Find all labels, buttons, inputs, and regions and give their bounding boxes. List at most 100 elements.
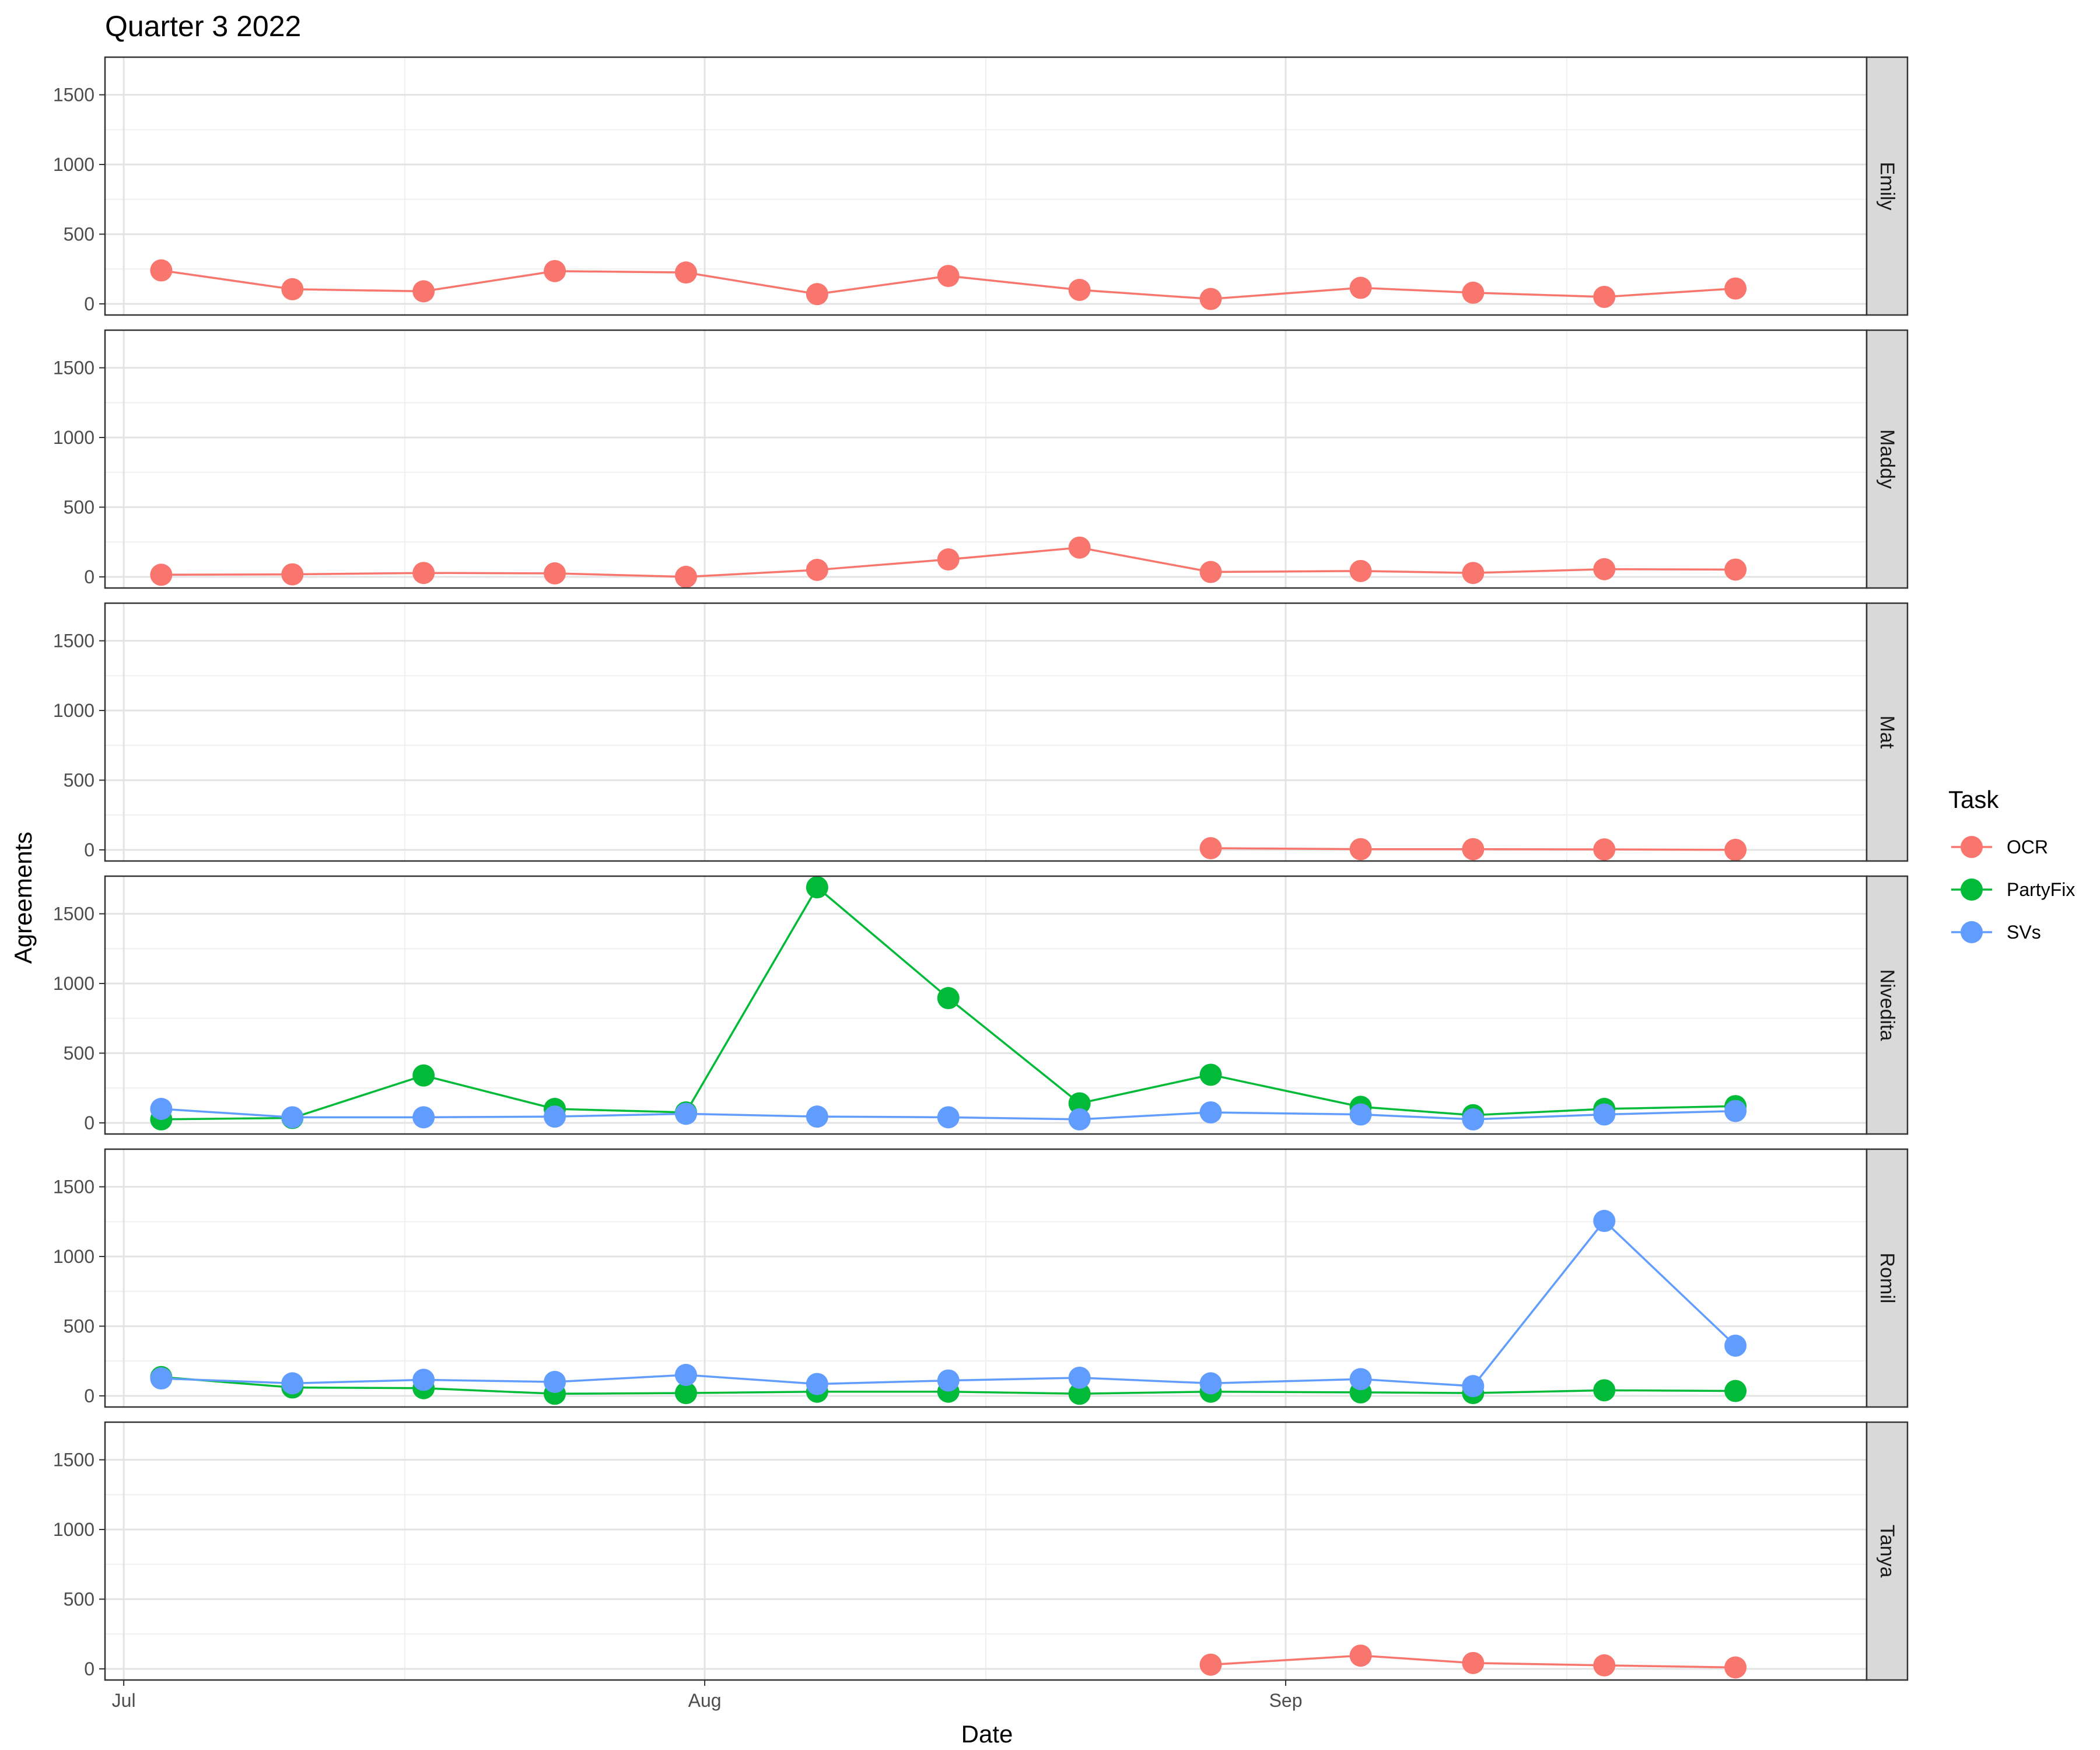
data-point [937,1106,960,1129]
data-point [544,260,566,282]
data-point [674,261,697,284]
series-ocr [1199,1644,1747,1679]
data-point [1199,1653,1222,1676]
data-point [1199,1372,1222,1395]
data-point [1199,1101,1222,1124]
y-tick-label: 1000 [53,154,94,175]
data-point [674,1364,697,1387]
data-point [412,1368,435,1391]
data-point [1349,1644,1372,1667]
data-point [544,562,566,584]
series-svs [150,1210,1747,1398]
y-tick-label: 1000 [53,427,94,448]
data-point [544,1105,566,1128]
x-axis-title: Date [961,1720,1013,1748]
panel-emily: 0 500 1000 1500 Emily [53,56,1909,316]
data-point [1199,288,1222,310]
y-tick-label: 1500 [53,85,94,106]
data-point [1593,1379,1616,1402]
data-point [1724,1334,1747,1357]
facet-label: Nivedita [1876,970,1898,1041]
data-point [1462,838,1485,860]
data-point [1593,1210,1616,1233]
y-tick-label: 1500 [53,904,94,925]
y-axis-title: Agreements [9,832,37,964]
legend-entry-ocr: OCR [1951,836,2048,858]
data-point [1068,1108,1091,1130]
y-tick-label: 0 [84,1658,94,1679]
legend-entry-partyfix: PartyFix [1951,878,2075,901]
data-point [1593,838,1616,861]
data-point [1349,838,1372,860]
data-point [937,265,960,288]
data-point [1462,1375,1485,1398]
y-tick-label: 1000 [53,1519,94,1540]
facet-strip [1866,329,1909,589]
data-point [412,562,435,584]
data-point [281,563,304,586]
data-point [544,1370,566,1393]
legend-key-point [1961,836,1983,858]
data-point [150,259,173,282]
facet-strip [1866,56,1909,316]
facet-strip [1866,1148,1909,1408]
y-tick-label: 1000 [53,700,94,721]
data-point [1593,558,1616,580]
data-point [150,564,173,586]
data-point [150,1367,173,1390]
data-point [1593,1103,1616,1126]
y-tick-label: 1500 [53,631,94,652]
y-tick-label: 1500 [53,1450,94,1471]
facet-label: Romil [1876,1253,1898,1304]
y-tick-label: 500 [64,1315,94,1336]
y-tick-label: 500 [64,223,94,244]
data-point [1349,1368,1372,1391]
data-point [1724,1380,1747,1402]
y-tick-label: 0 [84,839,94,860]
facet-label: Tanya [1876,1525,1898,1578]
legend-key-point [1961,878,1983,901]
panel-nivedita: 0 500 1000 1500 Nivedita [53,875,1909,1135]
y-tick-label: 1500 [53,1177,94,1198]
y-tick-label: 0 [84,1112,94,1133]
data-point [1724,1656,1747,1679]
data-point [1724,558,1747,581]
panel-mat: 0 500 1000 1500 Mat [53,602,1909,862]
y-tick-label: 1000 [53,1246,94,1267]
y-tick-label: 500 [64,769,94,790]
facet-label: Maddy [1876,429,1898,489]
data-point [1593,285,1616,308]
y-tick-label: 1000 [53,973,94,994]
data-point [1462,281,1485,304]
data-point [1068,278,1091,301]
data-point [1462,562,1485,584]
data-point [806,283,828,306]
y-tick-label: 1500 [53,358,94,379]
data-point [1068,536,1091,559]
x-tick-label: Aug [688,1690,722,1711]
data-point [1068,1366,1091,1389]
legend-label: PartyFix [2007,879,2075,900]
legend-key-point [1961,921,1983,943]
data-point [937,987,960,1010]
facet-strip [1866,602,1909,862]
data-point [1593,1654,1616,1676]
series-ocr [1199,837,1747,861]
data-point [1724,277,1747,300]
data-point [1724,1100,1747,1122]
facet-strip [1866,1421,1909,1681]
y-tick-label: 0 [84,566,94,587]
data-point [281,1372,304,1395]
facet-label: Mat [1876,716,1898,749]
y-tick-label: 0 [84,1385,94,1406]
data-point [1462,1651,1485,1674]
data-point [806,876,828,899]
y-tick-label: 0 [84,293,94,314]
data-point [412,1064,435,1087]
data-point [1199,837,1222,860]
legend-entry-svs: SVs [1951,921,2041,943]
legend: Task OCR PartyFix SVs [1948,786,2075,943]
data-point [806,1373,828,1395]
data-point [1068,1092,1091,1115]
